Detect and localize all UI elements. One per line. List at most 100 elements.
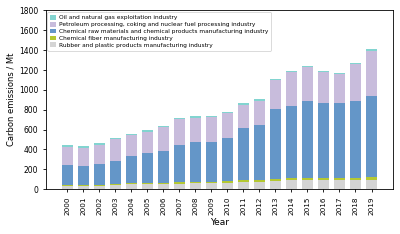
Bar <box>78 186 89 189</box>
Bar <box>126 184 137 189</box>
Bar <box>334 103 345 178</box>
Bar <box>142 154 153 183</box>
Bar <box>78 146 89 148</box>
Bar <box>190 116 201 117</box>
Bar <box>254 125 265 179</box>
Bar <box>334 180 345 189</box>
Bar <box>78 166 89 185</box>
Bar <box>222 183 233 189</box>
Bar <box>126 135 137 156</box>
Bar <box>222 181 233 183</box>
Bar <box>366 177 377 180</box>
Bar <box>110 138 121 139</box>
Bar <box>142 184 153 189</box>
Bar <box>286 178 297 180</box>
Bar <box>94 145 105 164</box>
Bar <box>302 66 313 67</box>
Bar <box>174 119 185 145</box>
Bar <box>110 161 121 184</box>
Bar <box>286 106 297 178</box>
Bar <box>318 71 329 73</box>
Bar <box>158 151 169 183</box>
Bar <box>110 184 121 185</box>
Bar <box>174 145 185 182</box>
Bar <box>206 142 217 182</box>
Bar <box>94 164 105 185</box>
Bar <box>366 180 377 189</box>
Bar <box>238 103 249 105</box>
Bar <box>174 118 185 119</box>
Bar <box>158 183 169 184</box>
Bar <box>318 178 329 180</box>
Bar <box>142 132 153 154</box>
Bar <box>318 103 329 178</box>
Bar <box>366 96 377 177</box>
Bar <box>110 185 121 189</box>
Bar <box>78 185 89 186</box>
Bar <box>366 51 377 96</box>
Y-axis label: Carbon emissions / Mt: Carbon emissions / Mt <box>7 53 16 146</box>
Bar <box>334 74 345 103</box>
Bar <box>222 138 233 181</box>
Bar <box>190 142 201 182</box>
Bar <box>190 183 201 189</box>
Bar <box>350 180 361 189</box>
Bar <box>158 184 169 189</box>
Bar <box>254 179 265 182</box>
Bar <box>238 182 249 189</box>
Bar <box>190 182 201 183</box>
Bar <box>302 178 313 180</box>
Bar <box>350 178 361 180</box>
Bar <box>366 49 377 51</box>
Bar <box>302 67 313 101</box>
Bar <box>126 183 137 184</box>
Bar <box>318 180 329 189</box>
Bar <box>206 116 217 117</box>
Bar <box>126 156 137 183</box>
Bar <box>126 134 137 135</box>
Bar <box>238 128 249 180</box>
Bar <box>94 143 105 145</box>
Bar <box>302 101 313 178</box>
Bar <box>222 112 233 113</box>
Bar <box>110 139 121 161</box>
Bar <box>270 80 281 109</box>
Bar <box>62 185 73 186</box>
Bar <box>270 79 281 80</box>
Bar <box>158 126 169 127</box>
Bar <box>318 73 329 103</box>
Bar <box>206 183 217 189</box>
Bar <box>62 145 73 147</box>
Bar <box>174 184 185 189</box>
Bar <box>270 179 281 181</box>
Bar <box>174 182 185 184</box>
Bar <box>254 99 265 101</box>
Bar <box>238 180 249 182</box>
Bar <box>350 101 361 178</box>
Bar <box>62 186 73 189</box>
Bar <box>206 117 217 142</box>
Bar <box>78 148 89 166</box>
Bar <box>286 71 297 72</box>
Bar <box>334 178 345 180</box>
Bar <box>350 64 361 101</box>
Bar <box>286 72 297 106</box>
Bar <box>270 181 281 189</box>
X-axis label: Year: Year <box>210 218 229 227</box>
Bar <box>142 130 153 132</box>
Legend: Oil and natural gas exploitation industry, Petroleum processing, coking and nucl: Oil and natural gas exploitation industr… <box>48 12 271 51</box>
Bar <box>62 147 73 165</box>
Bar <box>190 117 201 142</box>
Bar <box>270 109 281 179</box>
Bar <box>302 180 313 189</box>
Bar <box>158 127 169 151</box>
Bar <box>206 182 217 183</box>
Bar <box>222 113 233 138</box>
Bar <box>238 105 249 128</box>
Bar <box>334 73 345 74</box>
Bar <box>286 180 297 189</box>
Bar <box>94 186 105 189</box>
Bar <box>350 63 361 64</box>
Bar <box>254 182 265 189</box>
Bar <box>142 183 153 184</box>
